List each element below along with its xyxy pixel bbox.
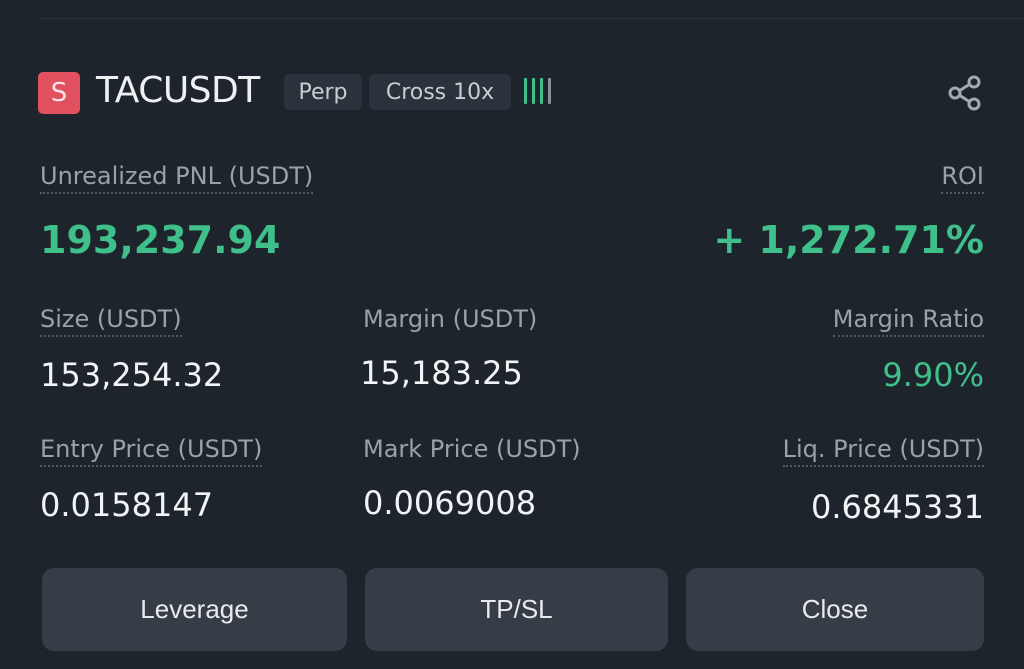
mark-price-label: Mark Price (USDT) (363, 435, 581, 463)
symbol-title: TACUSDT (96, 70, 260, 111)
size-label: Size (USDT) (40, 305, 182, 337)
tpsl-button[interactable]: TP/SL (365, 568, 668, 651)
margin-value: 15,183.25 (360, 354, 523, 392)
entry-price-label: Entry Price (USDT) (40, 435, 263, 467)
leverage-button[interactable]: Leverage (42, 568, 347, 651)
margin-mode-badge[interactable]: Cross 10x (369, 74, 511, 110)
perp-badge: Perp (284, 74, 362, 110)
mark-price-value: 0.0069008 (363, 484, 537, 522)
entry-price-value: 0.0158147 (40, 486, 214, 524)
margin-label: Margin (USDT) (363, 305, 538, 333)
divider (40, 18, 1024, 19)
margin-ratio-label: Margin Ratio (832, 305, 984, 337)
coin-icon: S (38, 72, 80, 114)
share-icon[interactable] (946, 74, 984, 112)
roi-value: + 1,272.71% (713, 218, 984, 262)
liq-price-label: Liq. Price (USDT) (782, 435, 984, 467)
liq-price-value: 0.6845331 (810, 488, 984, 526)
unrealized-pnl-value: 193,237.94 (40, 218, 281, 262)
adl-indicator-icon (524, 78, 551, 104)
roi-label: ROI (941, 162, 984, 194)
close-button[interactable]: Close (686, 568, 984, 651)
unrealized-pnl-label: Unrealized PNL (USDT) (40, 162, 314, 194)
size-value: 153,254.32 (40, 356, 224, 394)
margin-ratio-value: 9.90% (882, 356, 984, 394)
